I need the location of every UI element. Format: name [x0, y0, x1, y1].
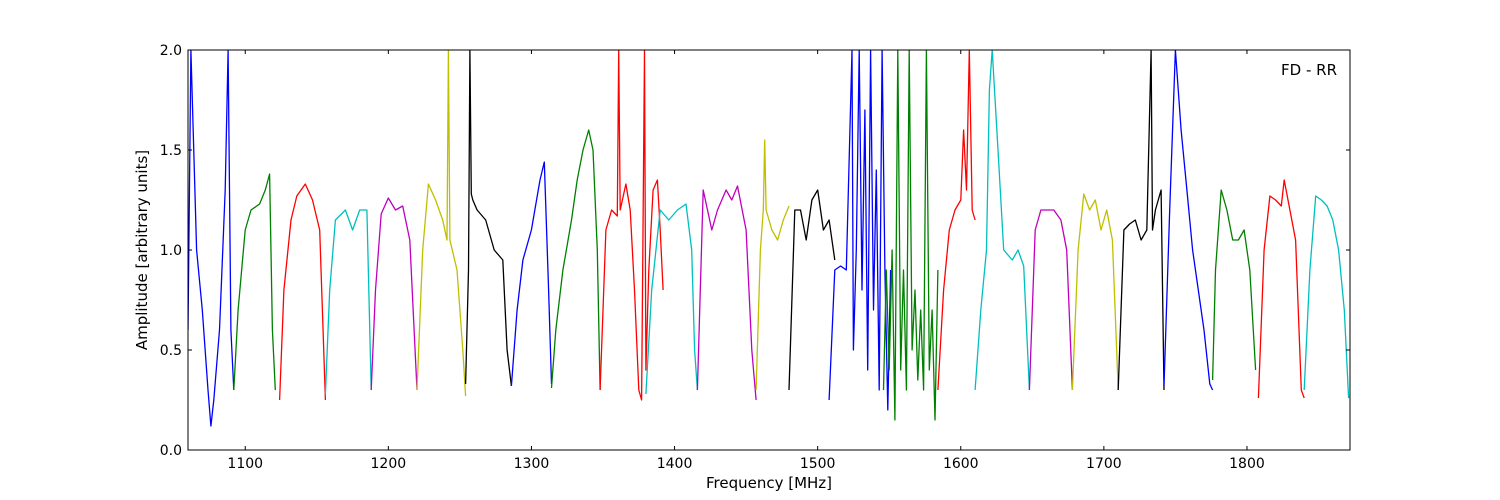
- y-tick-label: 1.5: [160, 143, 182, 159]
- series-layer: [188, 50, 1350, 427]
- x-axis-label: Frequency [MHz]: [706, 474, 832, 492]
- series-line-22: [1163, 50, 1214, 391]
- series-line-16: [882, 50, 939, 421]
- series-line-15: [828, 50, 892, 411]
- x-tick-label: 1400: [657, 456, 693, 472]
- series-line-11: [645, 203, 699, 395]
- series-line-23: [1211, 189, 1257, 381]
- series-line-25: [1303, 195, 1350, 399]
- series-line-24: [1257, 179, 1305, 399]
- y-axis: 0.0 0.5 1.0 1.5 2.0: [160, 43, 1350, 459]
- series-line-14: [788, 189, 836, 391]
- series-line-19: [1028, 209, 1074, 391]
- x-tick-label: 1500: [800, 456, 836, 472]
- series-line-21: [1117, 50, 1165, 391]
- series-line-10: [599, 50, 664, 401]
- y-tick-label: 2.0: [160, 43, 182, 59]
- y-tick-label: 0.0: [160, 443, 182, 459]
- y-tick-label: 0.5: [160, 343, 182, 359]
- series-line-13: [755, 139, 790, 391]
- series-line-2: [233, 173, 276, 391]
- series-line-6: [416, 50, 467, 397]
- series-line-18: [974, 50, 1031, 391]
- chart-annotation: FD - RR: [1281, 61, 1337, 79]
- x-tick-label: 1700: [1086, 456, 1122, 472]
- series-line-4: [324, 209, 372, 395]
- x-axis: 1100 1200 1300 1400 1500 1600 1700 1800: [227, 50, 1265, 472]
- x-tick-label: 1600: [943, 456, 979, 472]
- series-line-9: [550, 129, 601, 391]
- series-line-20: [1071, 193, 1119, 391]
- series-line-7: [464, 50, 513, 387]
- series-line-12: [696, 185, 757, 401]
- x-tick-label: 1300: [514, 456, 550, 472]
- x-tick-label: 1200: [371, 456, 407, 472]
- plot-frame: [187, 49, 1351, 451]
- series-line-3: [278, 183, 327, 401]
- series-line-8: [510, 161, 553, 387]
- y-tick-label: 1.0: [160, 243, 182, 259]
- series-line-17: [937, 50, 976, 391]
- x-tick-label: 1800: [1229, 456, 1265, 472]
- series-line-1: [188, 50, 235, 427]
- series-line-5: [370, 197, 418, 391]
- x-tick-label: 1100: [227, 456, 263, 472]
- y-axis-label: Amplitude [arbitrary units]: [133, 150, 151, 350]
